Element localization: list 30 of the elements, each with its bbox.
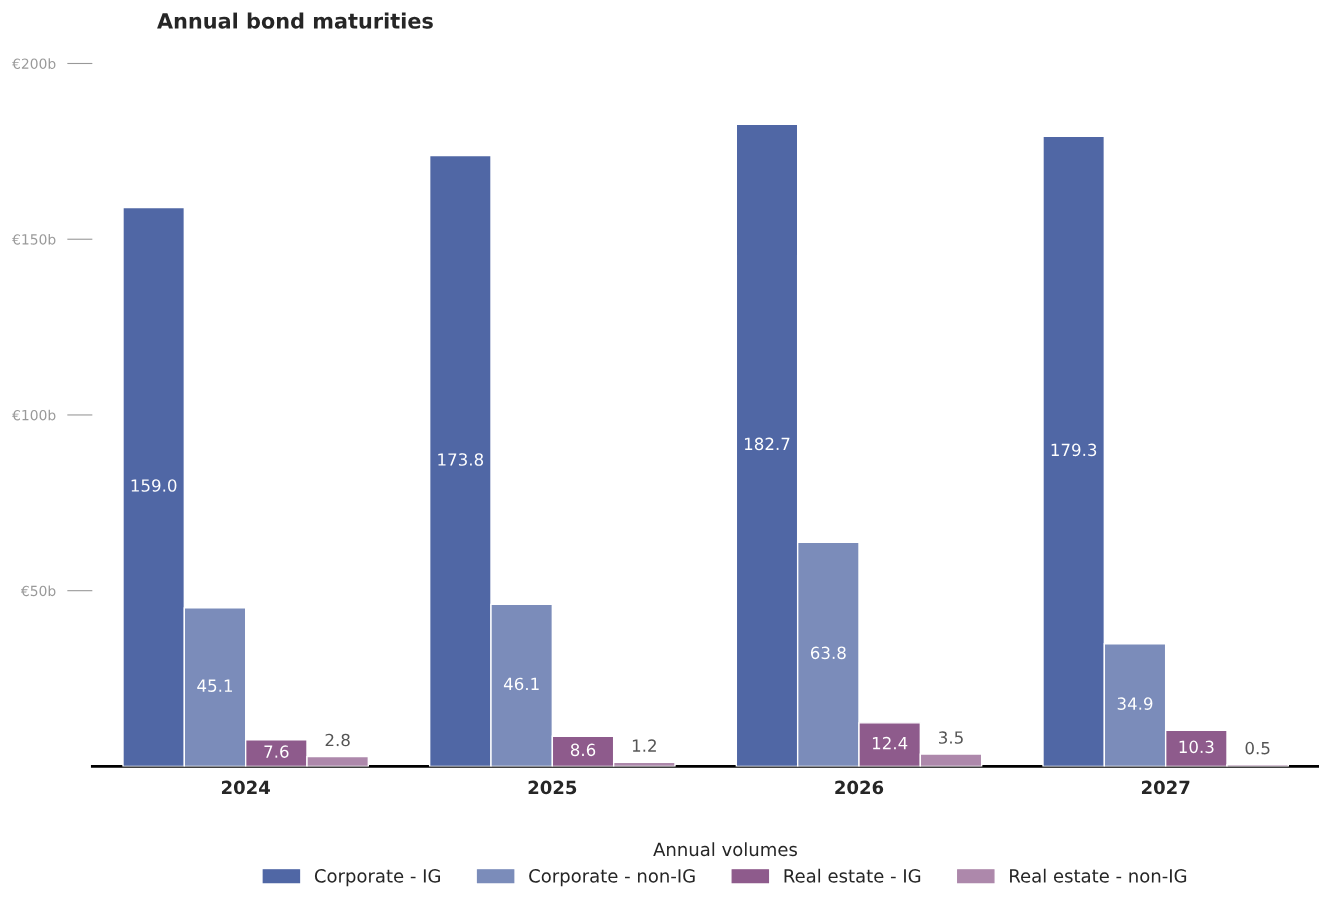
data-label: 8.6: [570, 743, 596, 757]
data-label: 7.6: [264, 745, 289, 758]
y-tick-label: €200b: [12, 58, 56, 69]
y-tick-label: €50b: [20, 585, 56, 597]
data-label: 1.2: [632, 739, 656, 752]
data-label: 12.4: [872, 736, 908, 750]
data-label: 46.1: [503, 677, 539, 691]
data-label: 182.7: [744, 437, 790, 451]
legend-title: Annual volumes: [653, 842, 797, 857]
x-tick-label: 2025: [528, 780, 577, 795]
data-label: 3.5: [939, 731, 963, 744]
data-label: 173.8: [438, 453, 484, 466]
data-label: 63.8: [810, 646, 846, 660]
y-tick-label: €150b: [12, 233, 56, 245]
data-label: 45.1: [197, 679, 233, 692]
x-tick-label: 2026: [835, 780, 884, 795]
y-tick-label: €100b: [12, 409, 56, 421]
legend-label: Corporate - non-IG: [529, 869, 695, 887]
legend-label: Real estate - non-IG: [1010, 868, 1187, 883]
data-label: 2.8: [325, 733, 350, 747]
data-label: 0.5: [1245, 741, 1270, 755]
data-label: 10.3: [1179, 740, 1214, 754]
data-label: 159.0: [131, 479, 177, 492]
data-label: 34.9: [1117, 697, 1153, 710]
chart-title: Annual bond maturities: [157, 12, 433, 29]
legend-label: Corporate - IG: [314, 869, 440, 887]
x-tick-label: 2024: [221, 780, 270, 795]
x-tick-label: 2027: [1141, 780, 1190, 795]
legend-label: Real estate - IG: [784, 868, 921, 883]
data-label: 179.3: [1051, 443, 1097, 457]
